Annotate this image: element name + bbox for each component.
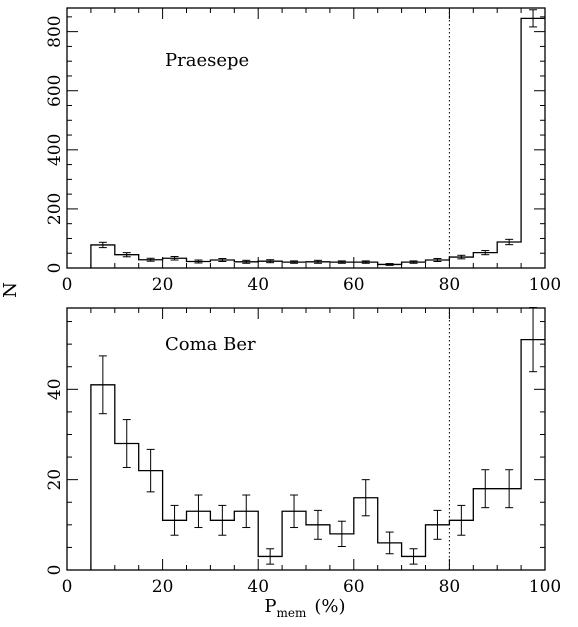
error-bar bbox=[170, 255, 179, 261]
x-axis-label-main: P bbox=[264, 596, 276, 617]
x-tick-label: 0 bbox=[62, 275, 73, 295]
error-bar bbox=[337, 520, 346, 548]
error-bar bbox=[529, 9, 538, 28]
y-tick-label: 600 bbox=[45, 75, 65, 107]
y-tick-label: 800 bbox=[45, 15, 65, 47]
error-bar bbox=[122, 419, 131, 468]
error-bar bbox=[266, 548, 275, 565]
error-bar bbox=[146, 257, 155, 262]
x-axis-label-subscript: mem bbox=[277, 606, 307, 620]
error-bar bbox=[170, 504, 179, 536]
x-axis-label: Pmem (%) bbox=[264, 596, 345, 620]
y-tick-label: 0 bbox=[45, 263, 65, 274]
y-tick-label: 200 bbox=[45, 193, 65, 225]
error-bar bbox=[313, 509, 322, 540]
y-tick-label: 20 bbox=[45, 469, 65, 491]
x-tick-label: 80 bbox=[439, 275, 461, 295]
x-tick-label: 100 bbox=[529, 577, 561, 597]
x-axis-label-unit: (%) bbox=[314, 596, 345, 617]
y-axis-label: N bbox=[0, 282, 21, 298]
error-bar bbox=[290, 260, 299, 264]
histogram-steps bbox=[90, 17, 545, 268]
y-tick-label: 0 bbox=[45, 565, 65, 576]
x-tick-label: 0 bbox=[62, 577, 73, 597]
error-bar bbox=[409, 260, 418, 264]
error-bar bbox=[385, 531, 394, 555]
error-bar bbox=[409, 548, 418, 565]
y-tick-label: 400 bbox=[45, 134, 65, 166]
error-bar bbox=[481, 469, 490, 509]
plot-frame bbox=[66, 307, 546, 571]
error-bar bbox=[457, 504, 466, 536]
praesepe-panel: 0 20 40 60 80 100 0 200 400 600 800 Praesepe bbox=[45, 7, 561, 295]
error-bar bbox=[385, 263, 394, 266]
x-tick-label: 20 bbox=[152, 577, 174, 597]
error-bar bbox=[337, 260, 346, 264]
error-bar bbox=[218, 504, 227, 536]
coma-ber-panel: 0 20 40 60 80 100 0 20 40 Coma Ber bbox=[45, 307, 561, 597]
error-bar bbox=[529, 307, 538, 373]
plot-frame bbox=[66, 7, 546, 269]
error-bar bbox=[313, 259, 322, 264]
x-tick-label: 40 bbox=[247, 275, 269, 295]
error-bar bbox=[242, 494, 251, 529]
error-bar bbox=[290, 494, 299, 529]
x-tick-label: 60 bbox=[343, 275, 365, 295]
y-tick-label: 40 bbox=[45, 378, 65, 400]
x-tick-label: 80 bbox=[439, 577, 461, 597]
x-tick-label: 60 bbox=[343, 577, 365, 597]
error-bar bbox=[361, 479, 370, 517]
error-bar bbox=[242, 259, 251, 264]
panel-label: Coma Ber bbox=[165, 334, 256, 355]
error-bar bbox=[266, 259, 275, 264]
x-tick-label: 100 bbox=[529, 275, 561, 295]
error-bar bbox=[457, 254, 466, 260]
error-bar bbox=[505, 469, 514, 509]
error-bar bbox=[194, 259, 203, 264]
error-bar bbox=[98, 355, 107, 415]
x-tick-label: 20 bbox=[152, 275, 174, 295]
error-bar bbox=[481, 250, 490, 256]
error-bar bbox=[146, 448, 155, 493]
error-bar bbox=[218, 258, 227, 262]
error-bar bbox=[433, 258, 442, 262]
error-bar bbox=[122, 252, 131, 258]
error-bar bbox=[433, 509, 442, 540]
error-bar bbox=[194, 494, 203, 529]
error-bar bbox=[361, 260, 370, 264]
panel-label: Praesepe bbox=[165, 50, 249, 71]
error-bar bbox=[98, 241, 107, 249]
error-bar bbox=[505, 238, 514, 246]
x-tick-label: 40 bbox=[247, 577, 269, 597]
